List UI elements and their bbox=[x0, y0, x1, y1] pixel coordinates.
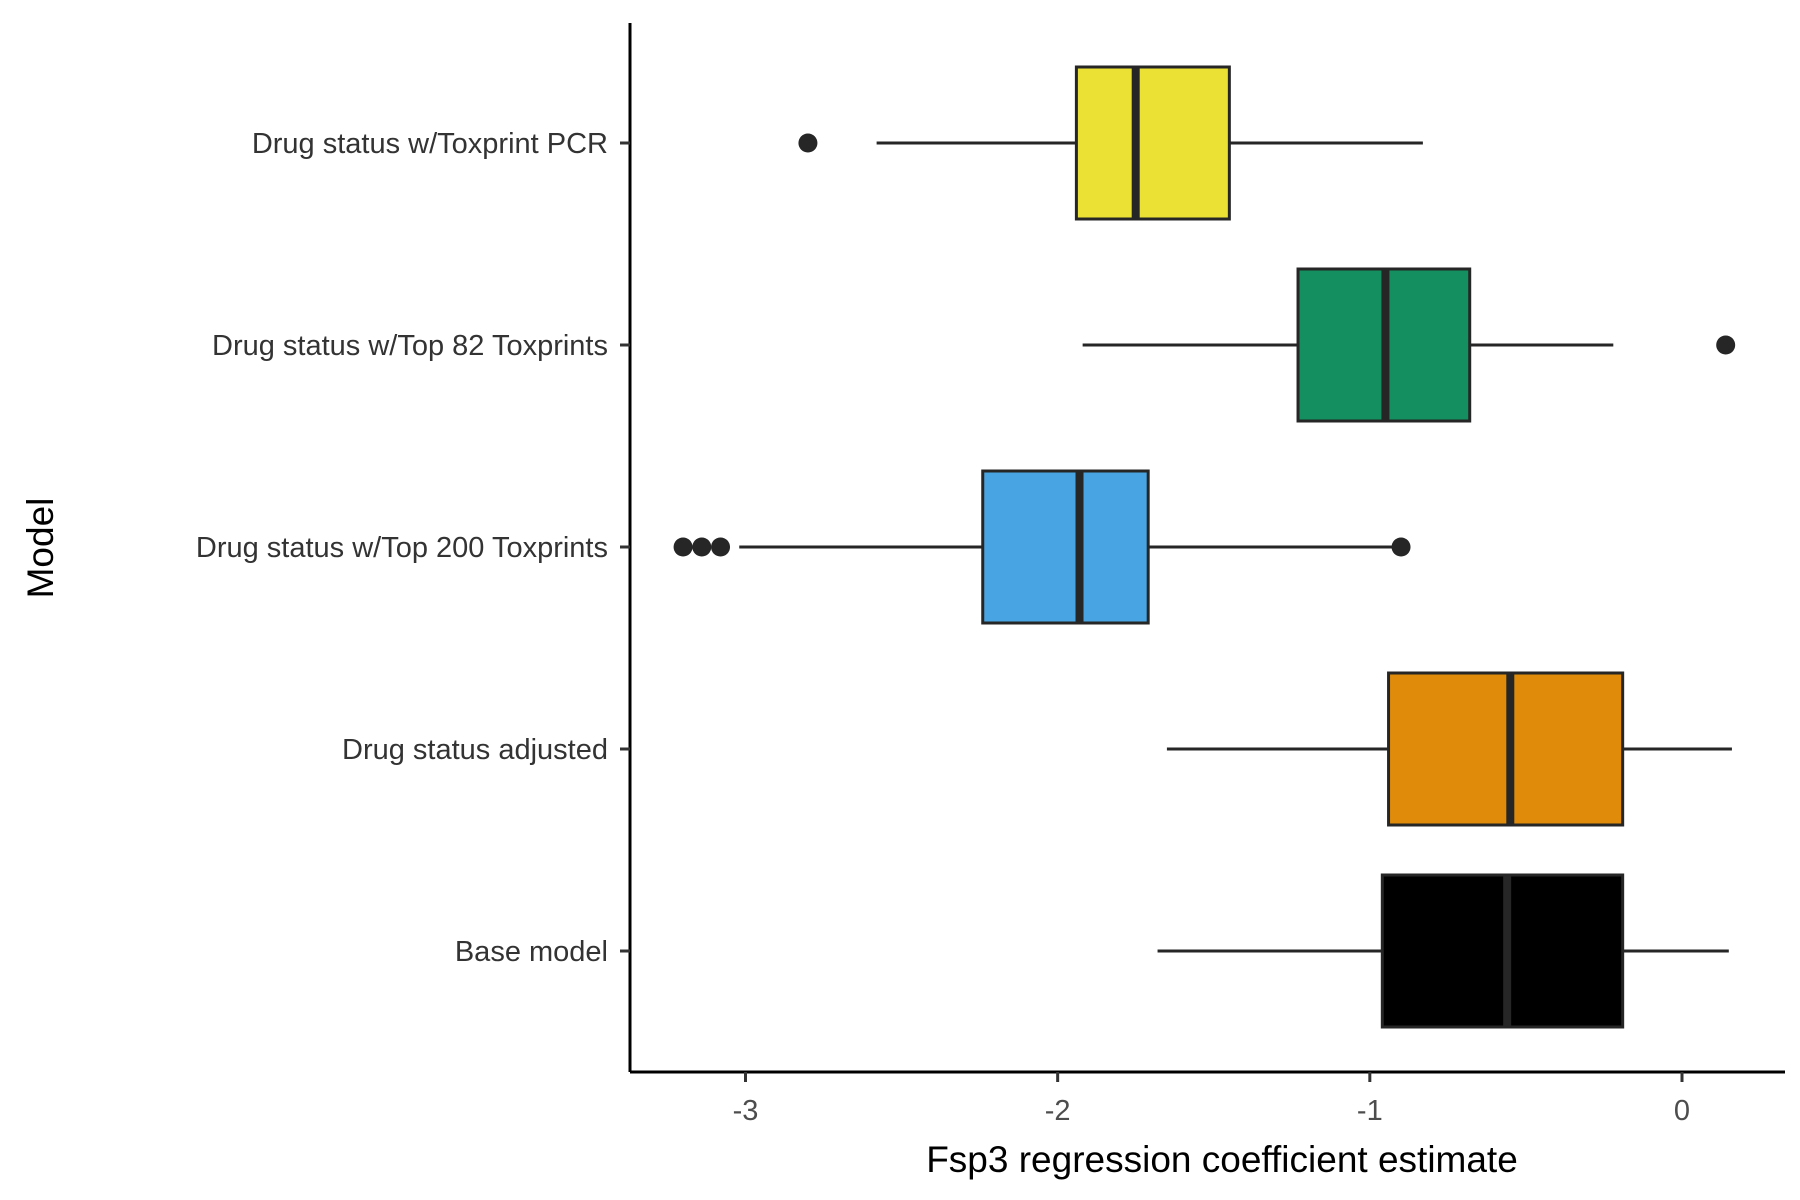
y-tick-label: Drug status w/Top 82 Toxprints bbox=[212, 330, 608, 362]
outlier-point bbox=[1391, 537, 1411, 557]
x-tick-label: -3 bbox=[733, 1095, 759, 1127]
outlier-point bbox=[692, 537, 712, 557]
outlier-point bbox=[673, 537, 693, 557]
y-tick-label: Drug status w/Top 200 Toxprints bbox=[196, 532, 608, 564]
x-axis-title: Fsp3 regression coefficient estimate bbox=[926, 1139, 1518, 1180]
x-tick-label: -2 bbox=[1045, 1095, 1071, 1127]
box-drug-status-w-top-200-toxprints bbox=[673, 469, 1411, 625]
box-drug-status-w-toxprint-pcr bbox=[798, 65, 1423, 221]
y-axis-title: Model bbox=[20, 498, 61, 599]
boxes-layer bbox=[673, 65, 1736, 1029]
y-tick-label: Base model bbox=[455, 936, 608, 968]
iqr-box bbox=[1074, 65, 1231, 221]
y-axis-ticks: Drug status w/Toxprint PCR Drug status w/… bbox=[196, 128, 630, 968]
iqr-box bbox=[981, 469, 1150, 625]
outlier-point bbox=[1716, 335, 1736, 355]
x-axis-ticks: -3 -2 -1 0 bbox=[733, 1072, 1690, 1127]
box-drug-status-w-top-82-toxprints bbox=[1082, 267, 1736, 423]
y-tick-label: Drug status w/Toxprint PCR bbox=[252, 128, 608, 160]
iqr-box bbox=[1380, 873, 1625, 1029]
x-tick-label: 0 bbox=[1674, 1095, 1690, 1127]
box-drug-status-adjusted bbox=[1166, 671, 1732, 827]
iqr-box bbox=[1387, 671, 1625, 827]
outlier-point bbox=[798, 133, 818, 153]
box-base-model bbox=[1157, 873, 1729, 1029]
y-tick-label: Drug status adjusted bbox=[342, 734, 608, 766]
outlier-point bbox=[711, 537, 731, 557]
x-tick-label: -1 bbox=[1357, 1095, 1383, 1127]
